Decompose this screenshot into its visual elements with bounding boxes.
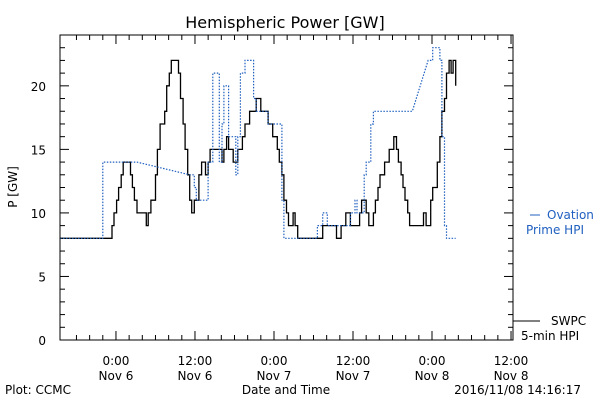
- y-tick-label: 5: [38, 270, 46, 284]
- y-tick-label: 15: [31, 143, 46, 157]
- x-tick-date-label: Nov 8: [415, 369, 450, 383]
- x-tick-date-label: Nov 8: [494, 369, 529, 383]
- legend-ovation: Ovation Prime HPI: [526, 208, 594, 237]
- x-tick-date-label: Nov 6: [178, 369, 213, 383]
- legend-ovation-line1: Ovation: [547, 208, 594, 222]
- y-tick-label: 0: [38, 334, 46, 348]
- x-tick-date-label: Nov 7: [257, 369, 292, 383]
- x-tick-time-label: 0:00: [102, 354, 129, 368]
- chart-title: Hemispheric Power [GW]: [185, 13, 384, 32]
- legend-swpc: SWPC 5-min HPI: [513, 314, 586, 343]
- x-tick-date-label: Nov 6: [99, 369, 134, 383]
- y-axis-label: P [GW]: [6, 166, 20, 208]
- x-tick-date-label: Nov 7: [336, 369, 371, 383]
- x-tick-time-label: 0:00: [261, 354, 288, 368]
- footer-left: Plot: CCMC: [5, 383, 71, 397]
- x-axis-label: Date and Time: [242, 383, 330, 397]
- footer-right: 2016/11/08 14:16:17: [454, 383, 581, 397]
- legend-ovation-line2: Prime HPI: [526, 223, 584, 237]
- legend-swpc-line2: 5-min HPI: [521, 329, 579, 343]
- series-lines: [60, 47, 457, 239]
- x-tick-time-label: 0:00: [419, 354, 446, 368]
- y-tick-label: 10: [31, 207, 46, 221]
- y-tick-label: 20: [31, 80, 46, 94]
- x-tick-time-label: 12:00: [494, 354, 529, 368]
- series-swpc-line: [60, 59, 457, 239]
- x-tick-time-label: 12:00: [336, 354, 371, 368]
- plot-frame: [59, 34, 514, 341]
- x-tick-time-label: 12:00: [178, 354, 213, 368]
- legend-swpc-line1: SWPC: [551, 314, 586, 328]
